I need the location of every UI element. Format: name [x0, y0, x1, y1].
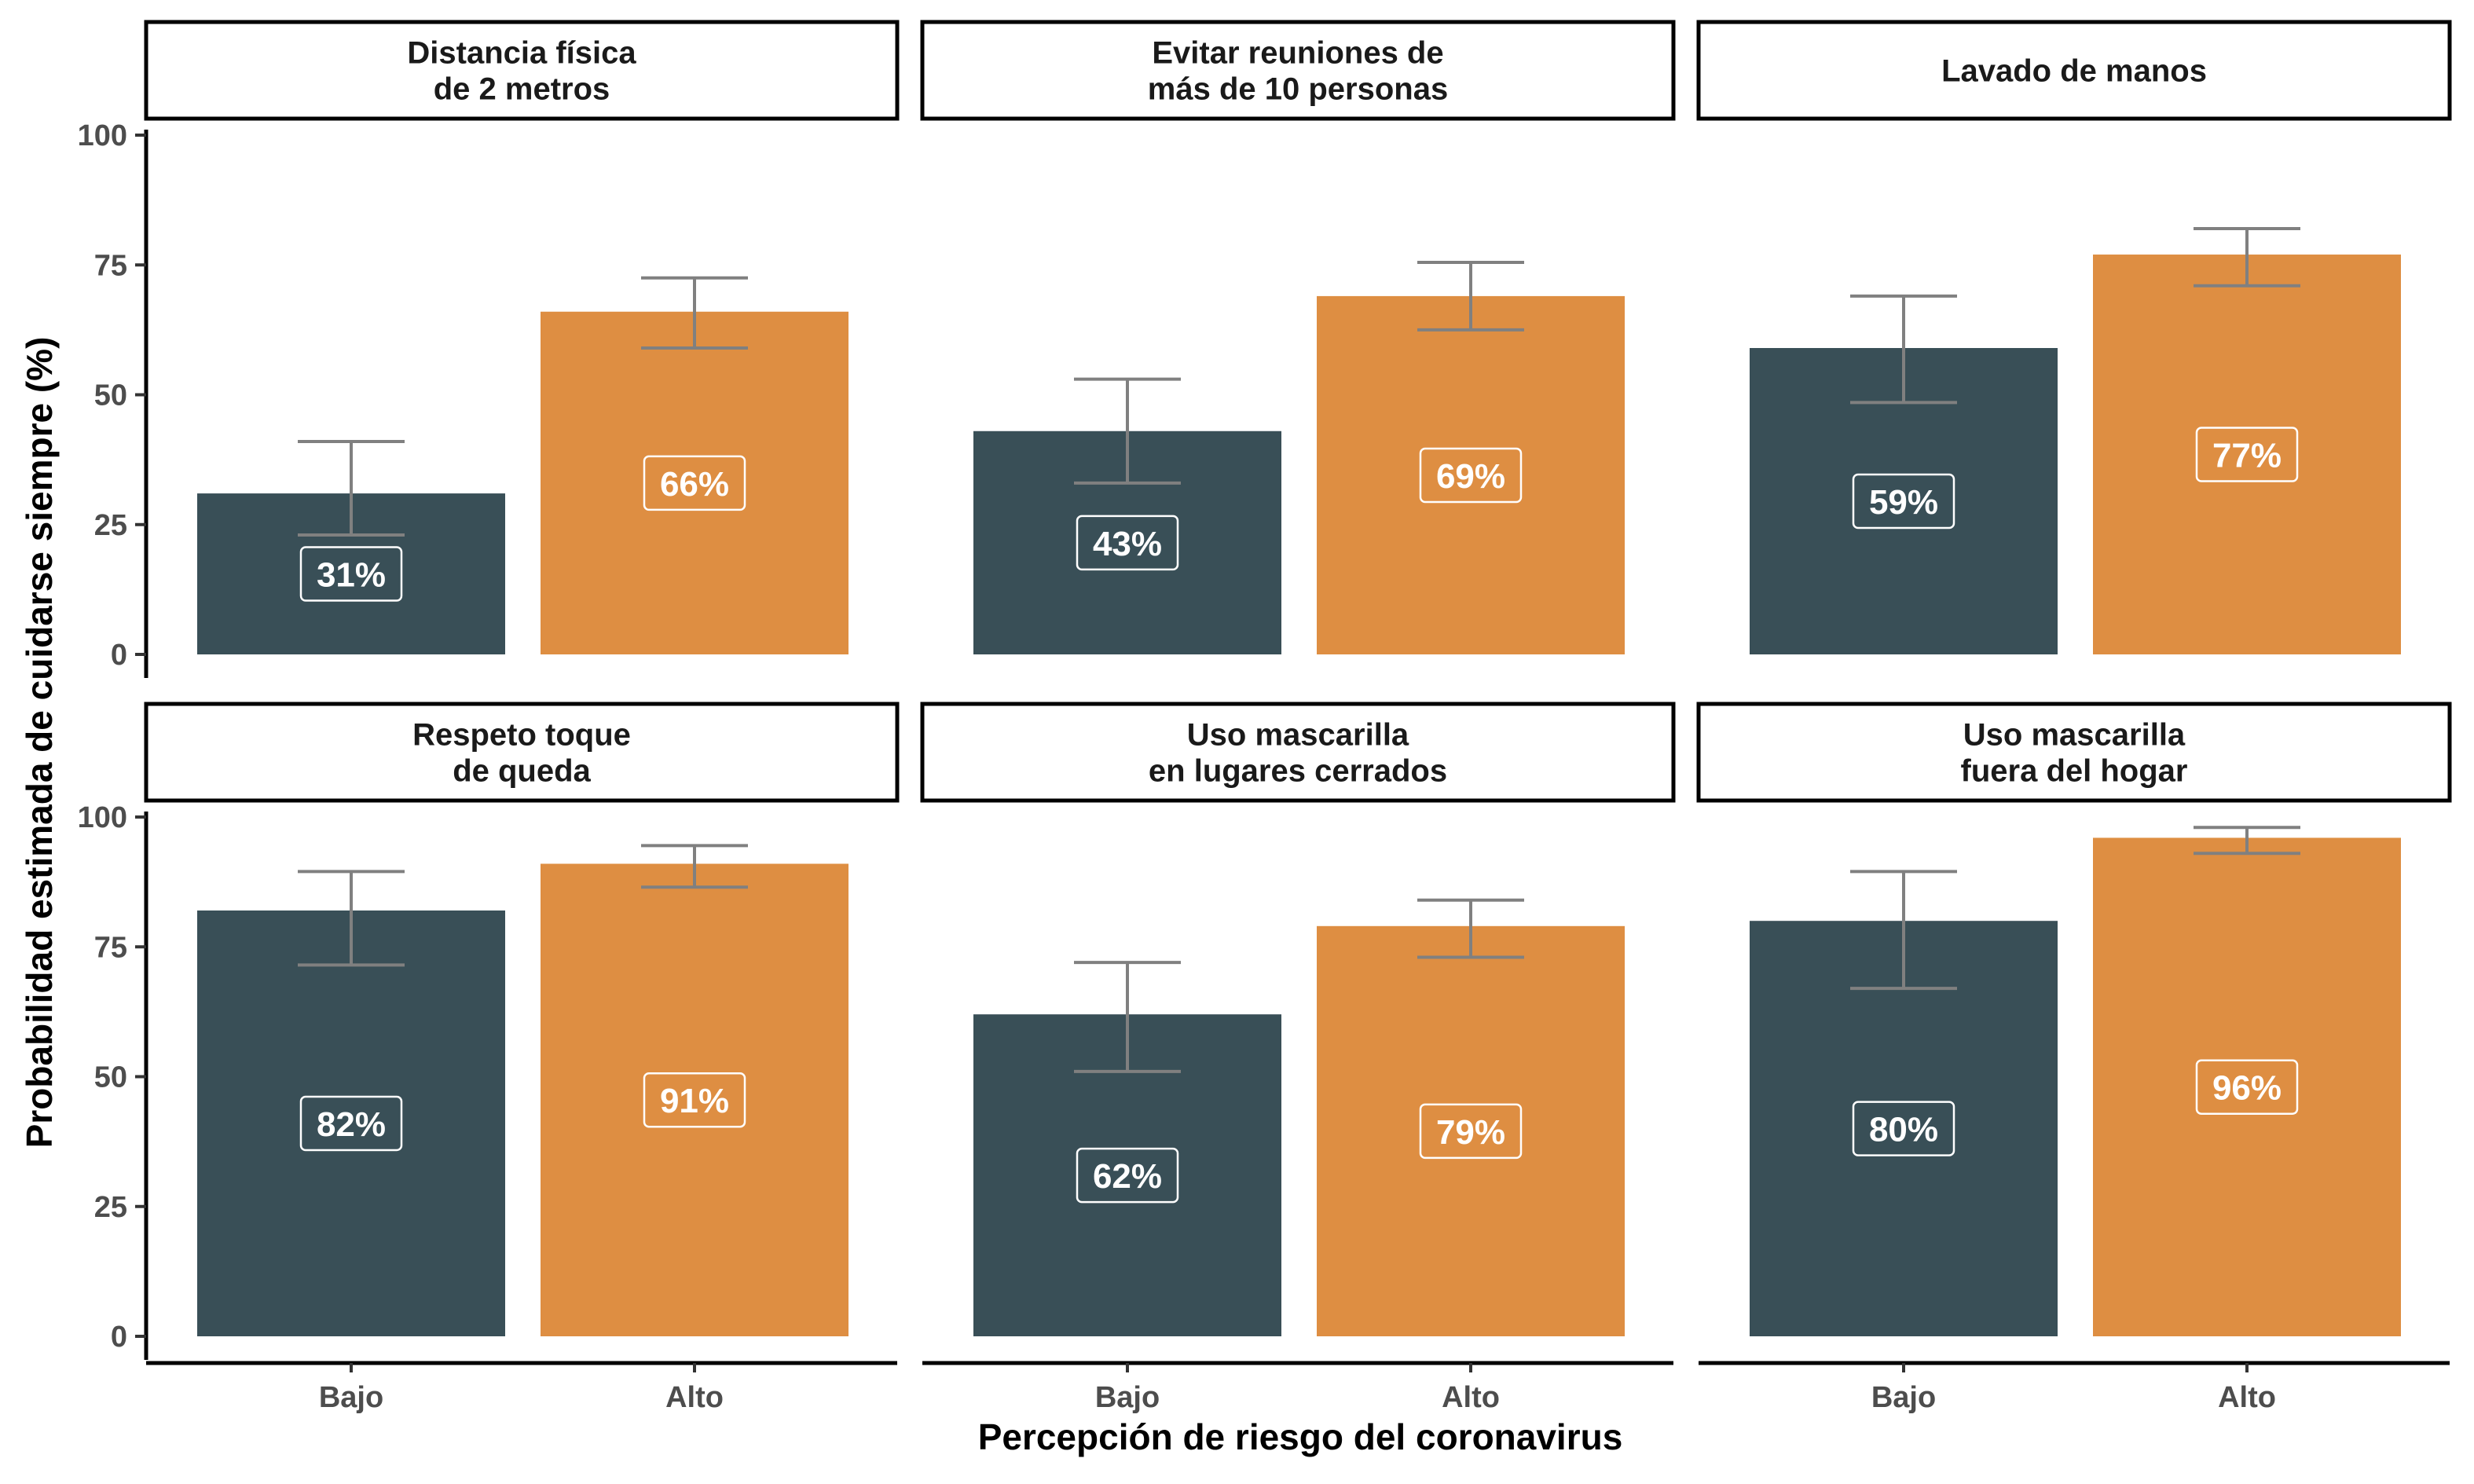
bar-label: 79%: [1436, 1113, 1505, 1152]
bar-label: 91%: [660, 1082, 729, 1120]
facet-title: Respeto toque: [412, 718, 631, 753]
bar-label-box: [1076, 515, 1179, 571]
facet-title: Uso mascarilla: [1963, 718, 2186, 753]
y-tick-label: 25: [94, 1191, 127, 1224]
facet-title: de 2 metros: [434, 72, 610, 107]
bar-label: 69%: [1436, 457, 1505, 496]
facet-panel: Lavado de manos 59% 77%: [1696, 20, 2452, 654]
bar-label: 31%: [317, 556, 386, 595]
bar-label-box: [299, 1095, 403, 1152]
y-tick-label: 100: [78, 801, 127, 834]
bar-label-box: [643, 1072, 746, 1128]
bar-label: 77%: [2212, 437, 2282, 475]
bar-label-box: [2195, 427, 2299, 482]
facet-strip: [144, 702, 900, 803]
bar-label-box: [1852, 473, 1955, 529]
bar-label-box: [1419, 447, 1523, 504]
x-tick-label: Alto: [665, 1381, 724, 1414]
facet-title: Evitar reuniones de: [1152, 36, 1443, 71]
x-tick-label: Bajo: [1871, 1381, 1936, 1414]
bar-label-box: [1419, 1103, 1523, 1160]
x-tick-label: Bajo: [1095, 1381, 1160, 1414]
facet-title: Uso mascarilla: [1187, 718, 1409, 753]
bar-label-box: [1076, 1147, 1179, 1204]
bar-label-box: [2195, 1059, 2299, 1115]
y-tick-label: 100: [78, 119, 127, 152]
y-tick-label: 50: [94, 1061, 127, 1094]
bar-label-box: [299, 546, 403, 602]
bar-label: 59%: [1869, 483, 1938, 522]
x-axis-title: Percepción de riesgo del coronavirus: [978, 1416, 1623, 1457]
y-axis-title: Probabilidad estimada de cuidarse siempr…: [19, 337, 60, 1149]
bar-label: 96%: [2212, 1069, 2282, 1108]
y-tick-label: 25: [94, 509, 127, 542]
facet-strip: [1696, 20, 2452, 121]
facet-title: fuera del hogar: [1961, 754, 2188, 789]
bar-label: 62%: [1093, 1157, 1162, 1196]
facet-title: más de 10 personas: [1148, 72, 1448, 107]
y-tick-label: 0: [111, 1321, 127, 1354]
bar-label: 82%: [317, 1105, 386, 1144]
facet-title: Lavado de manos: [1941, 54, 2207, 89]
x-tick-label: Alto: [2218, 1381, 2276, 1414]
bar-label-box: [643, 455, 746, 511]
y-tick-label: 0: [111, 639, 127, 672]
bar-label-box: [1852, 1101, 1955, 1156]
y-tick-label: 50: [94, 379, 127, 412]
facet-strip: [920, 20, 1676, 121]
facet-title: de queda: [453, 754, 591, 789]
x-tick-label: Alto: [1442, 1381, 1500, 1414]
y-tick-label: 75: [94, 249, 127, 282]
facet-strip: [1696, 702, 2452, 803]
bar-label: 80%: [1869, 1111, 1938, 1149]
facet-strip: [144, 20, 900, 121]
facet-title: en lugares cerrados: [1149, 754, 1447, 789]
facet-strip: [920, 702, 1676, 803]
facet-title: Distancia física: [407, 36, 636, 71]
bar-label: 66%: [660, 465, 729, 504]
bar-label: 43%: [1093, 525, 1162, 563]
x-tick-label: Bajo: [319, 1381, 383, 1414]
y-tick-label: 75: [94, 931, 127, 964]
